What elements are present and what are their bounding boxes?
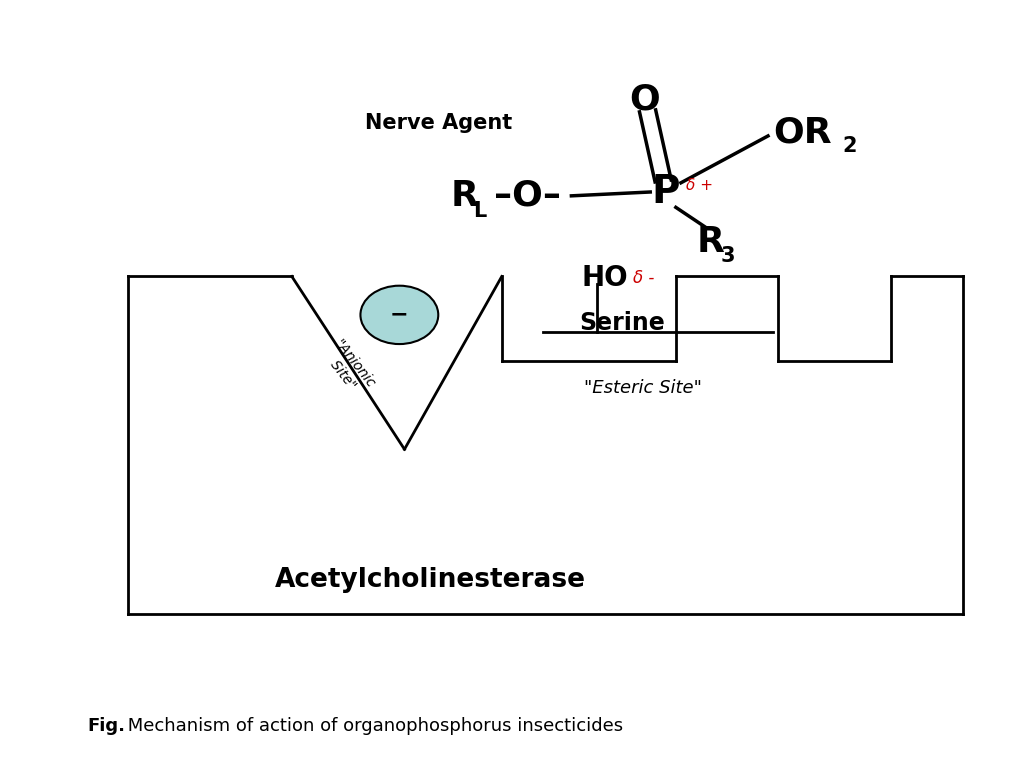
Text: Serine: Serine: [580, 311, 666, 335]
Text: δ +: δ +: [686, 178, 713, 194]
Circle shape: [360, 286, 438, 344]
Text: R: R: [451, 179, 478, 213]
Text: δ -: δ -: [633, 269, 654, 287]
Text: R: R: [696, 225, 724, 259]
Text: 2: 2: [843, 136, 857, 156]
Text: Fig.: Fig.: [87, 717, 125, 735]
Text: "Anionic
 Site": "Anionic Site": [318, 337, 378, 400]
Text: HO: HO: [582, 264, 629, 292]
Text: L: L: [473, 201, 486, 221]
Text: Nerve Agent: Nerve Agent: [365, 113, 512, 133]
Text: Mechanism of action of organophosphorus insecticides: Mechanism of action of organophosphorus …: [122, 717, 623, 735]
Text: "Esteric Site": "Esteric Site": [584, 379, 702, 397]
Text: −: −: [390, 305, 409, 325]
Text: O: O: [630, 83, 660, 117]
Text: P: P: [651, 173, 680, 211]
Text: Acetylcholinesterase: Acetylcholinesterase: [274, 567, 586, 593]
Text: –O–: –O–: [494, 179, 560, 213]
Text: OR: OR: [773, 115, 831, 149]
Text: 3: 3: [721, 246, 735, 266]
